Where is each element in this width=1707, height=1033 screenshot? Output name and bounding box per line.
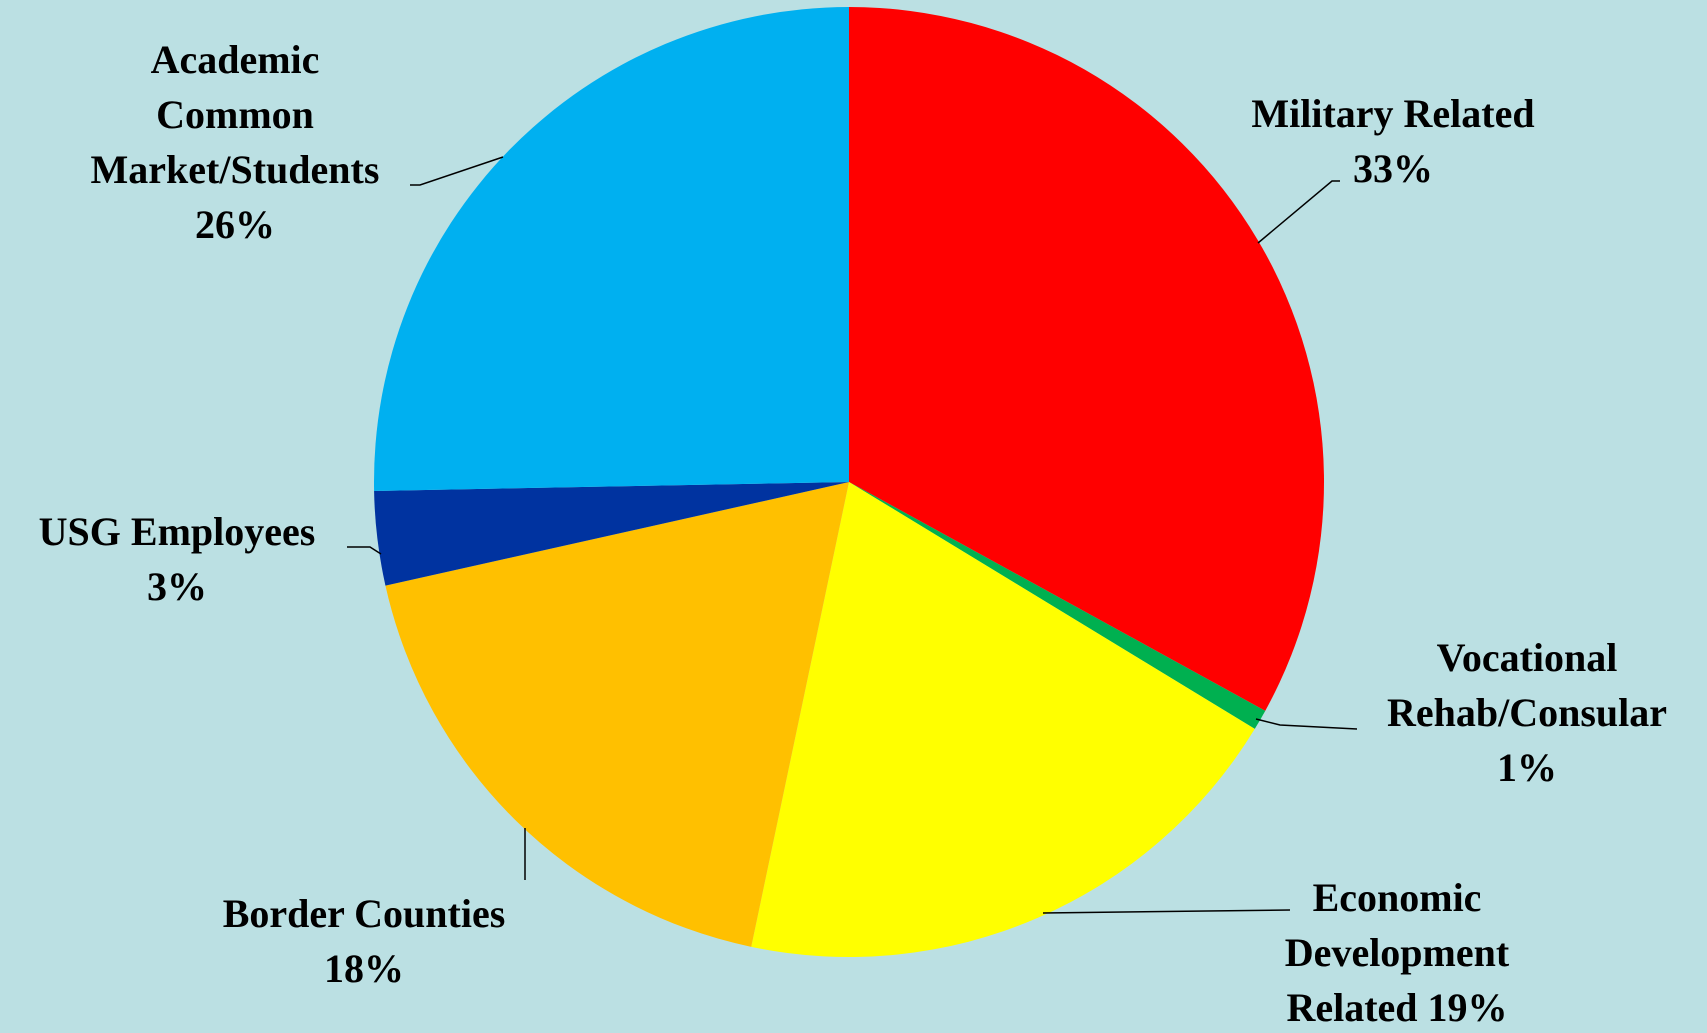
pie-slices bbox=[373, 6, 1325, 958]
data-labels: Military Related 33% Vocational Rehab/Consu… bbox=[39, 37, 1667, 1030]
pie-slice-usg-employees bbox=[374, 482, 849, 586]
pie-slice-military-related bbox=[849, 6, 1325, 711]
data-label: Economic Development Related 19% bbox=[1285, 875, 1510, 1028]
leader-line bbox=[347, 546, 382, 555]
data-label: Vocational Rehab/Consular 1% bbox=[1387, 635, 1667, 790]
leader-line bbox=[1257, 180, 1340, 244]
data-label-line: Rehab/Consular bbox=[1387, 690, 1667, 735]
data-label: USG Employees 3% bbox=[39, 509, 316, 609]
leader-line bbox=[1255, 718, 1358, 730]
data-label-line: Border Counties bbox=[223, 891, 506, 936]
data-label-line: Related 19% bbox=[1286, 985, 1507, 1028]
pie-slice-vocational-rehab-consular bbox=[849, 482, 1266, 729]
leader-line bbox=[410, 156, 504, 186]
data-label: Border Counties 18% bbox=[223, 891, 506, 991]
data-label-line: Military Related bbox=[1251, 91, 1534, 136]
data-label-line: 1% bbox=[1497, 745, 1557, 790]
leader-lines bbox=[347, 156, 1358, 914]
data-label-line: Economic bbox=[1313, 875, 1482, 920]
pie-slice-academic-common-market-students bbox=[373, 7, 849, 491]
data-label-line: Market/Students bbox=[91, 147, 380, 192]
pie-slice-economic-development-related bbox=[751, 482, 1255, 958]
data-label-line: 26% bbox=[195, 202, 275, 247]
data-label-line: 33% bbox=[1353, 146, 1433, 191]
pie-slice-border-counties bbox=[385, 482, 849, 947]
data-label: Academic Common Market/Students 26% bbox=[91, 37, 380, 247]
data-label-line: 3% bbox=[147, 564, 207, 609]
data-label-line: Development bbox=[1285, 930, 1510, 975]
data-label-line: Academic bbox=[151, 37, 320, 82]
leader-line bbox=[1042, 909, 1291, 914]
data-label: Military Related 33% bbox=[1251, 91, 1534, 191]
data-label-line: Vocational bbox=[1437, 635, 1618, 680]
data-label-line: Common bbox=[156, 92, 314, 137]
data-label-line: USG Employees bbox=[39, 509, 316, 554]
data-label-line: 18% bbox=[324, 946, 404, 991]
